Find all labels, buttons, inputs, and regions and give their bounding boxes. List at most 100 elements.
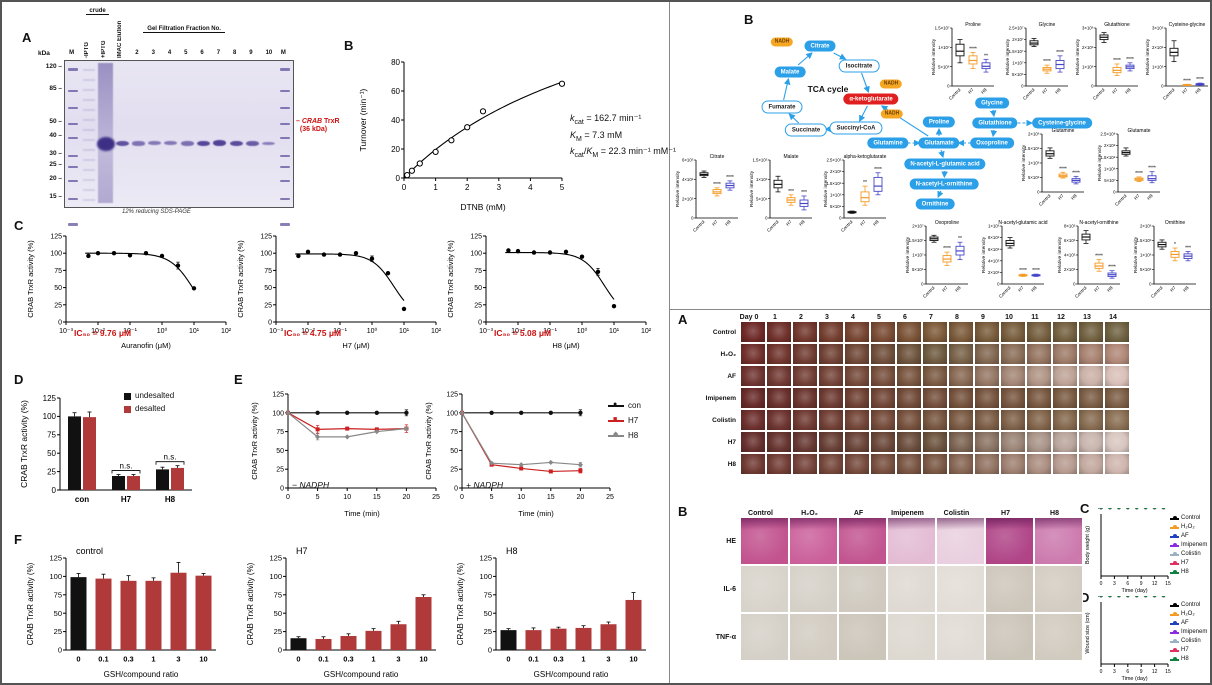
wound-day-header: 3 (825, 314, 829, 321)
svg-text:2×10⁸: 2×10⁸ (1104, 143, 1116, 148)
gel-label: IMAC Elution (117, 20, 123, 58)
svg-text:Relative intensity: Relative intensity (1057, 236, 1063, 273)
metabolite-node-glutathione: Glutathione (972, 117, 1018, 129)
svg-text:0: 0 (402, 183, 407, 192)
svg-text:H7: H7 (1133, 193, 1141, 201)
wound-photo (740, 431, 766, 453)
svg-text:H7: H7 (1017, 285, 1025, 293)
metabolite-node-proline: Proline (922, 116, 956, 128)
gel-label: crude (86, 8, 109, 15)
gel-label: 85 – (49, 84, 62, 92)
wound-photo (844, 453, 870, 475)
svg-text:1.5×10⁶: 1.5×10⁶ (1024, 146, 1039, 151)
svg-text:1×10⁶: 1×10⁶ (988, 224, 1000, 229)
wound-day-header: 8 (955, 314, 959, 321)
svg-text:1×10⁷: 1×10⁷ (938, 45, 950, 50)
gel-label: 15 – (49, 193, 62, 201)
gel-label: 40 – (49, 131, 62, 139)
boxplot-glutamate: Glutamate 2.5×10⁸ 2×10⁸ 1.5×10⁸ 1×10⁸ 5×10⁷ 0 R… (1096, 126, 1166, 225)
wound-photo (844, 365, 870, 387)
svg-text:20: 20 (577, 494, 585, 501)
gel-label: 25 – (49, 161, 62, 169)
wound-photo (1026, 343, 1052, 365)
svg-text:n.s.: n.s. (120, 462, 133, 471)
metabolite-node-nadh3: NADH (880, 109, 904, 119)
svg-text:0.3: 0.3 (553, 655, 563, 664)
svg-text:10¹: 10¹ (399, 328, 410, 335)
wound-photo (922, 343, 948, 365)
svg-text:Body weight (g): Body weight (g) (1085, 526, 1091, 564)
legend-item: Control (1170, 601, 1207, 610)
wound-photo (974, 453, 1000, 475)
histology-image (838, 565, 887, 613)
chart-svg: 0 25 50 75 100 125 0 0.1 0.3 1 3 10 CRAB TrxR activi… (26, 546, 216, 679)
svg-text:1.5×10⁵: 1.5×10⁵ (752, 158, 767, 163)
svg-text:2×10⁵: 2×10⁵ (1064, 267, 1076, 272)
svg-text:Control: Control (1114, 193, 1128, 207)
wound-photo (948, 321, 974, 343)
svg-text:1.5×10⁷: 1.5×10⁷ (909, 238, 924, 243)
gsh-chart-control: 0 25 50 75 100 125 0 0.1 0.3 1 3 10 CRAB TrxR activi… (24, 540, 234, 683)
svg-text:0: 0 (921, 282, 924, 287)
svg-text:1×10⁷: 1×10⁷ (1012, 60, 1024, 65)
svg-text:****: **** (1043, 59, 1051, 65)
svg-text:2×10⁵: 2×10⁵ (1152, 45, 1164, 50)
metabolite-node-akg: α-ketoglutarate (843, 93, 899, 105)
wound-photo (818, 343, 844, 365)
svg-text:125: 125 (50, 233, 62, 240)
svg-text:0.1: 0.1 (528, 655, 538, 664)
dose-response-h7: 0 25 50 75 100 125 10⁻³ 10⁻² 10⁻¹ 10⁰ 10¹ 10² CRAB T… (234, 228, 446, 355)
svg-text:0: 0 (997, 282, 1000, 287)
legend-item: ◆ H8 (608, 428, 641, 443)
svg-text:0: 0 (286, 494, 290, 501)
svg-text:6: 6 (1126, 669, 1129, 675)
svg-text:2.5×10⁸: 2.5×10⁸ (1100, 132, 1115, 137)
panel-label-d: D (14, 372, 24, 387)
wound-photo (922, 321, 948, 343)
wound-day-header: 10 (1005, 314, 1013, 321)
chart-svg: 0 25 50 75 100 125 10⁻³ 10⁻² 10⁻¹ 10⁰ 10¹ 10² CRAB T… (26, 233, 232, 350)
svg-text:50: 50 (264, 285, 272, 292)
svg-text:4×10⁵: 4×10⁵ (682, 177, 694, 182)
svg-text:0: 0 (76, 655, 80, 664)
svg-text:1×10⁶: 1×10⁶ (1028, 161, 1040, 166)
svg-text:****: **** (969, 46, 977, 52)
svg-text:2×10⁵: 2×10⁵ (682, 196, 694, 201)
svg-text:Control: Control (1022, 87, 1036, 101)
wound-row-label: H7 (727, 438, 736, 446)
svg-text:10⁻³: 10⁻³ (269, 328, 283, 335)
gel-label: M (69, 50, 75, 56)
gel-band-annotation: – CRAB TrxR (36 kDa) (296, 118, 340, 134)
svg-text:10⁻³: 10⁻³ (59, 328, 73, 335)
histology-column-header: Control (748, 510, 773, 517)
boxplot-glutamine: Glutamine 2×10⁶ 1.5×10⁶ 1×10⁶ 5×10⁵ 0 Relative… (1020, 126, 1090, 225)
svg-text:5×10⁵: 5×10⁵ (1028, 175, 1040, 180)
legend-item: Imipenem (1170, 541, 1207, 550)
wound-photo (870, 387, 896, 409)
svg-text:1×10⁵: 1×10⁵ (1152, 64, 1164, 69)
svg-text:10¹: 10¹ (609, 328, 620, 335)
boxplot-glutathione: Glutathione 3×10⁶ 2×10⁶ 1×10⁶ 0 Relative inte… (1074, 20, 1144, 119)
svg-text:Control: Control (692, 219, 706, 233)
legend-item: ● con (608, 398, 641, 413)
svg-text:0: 0 (506, 655, 510, 664)
svg-text:125: 125 (43, 394, 57, 403)
metabolite-node-fumarate: Fumarate (761, 100, 803, 114)
svg-text:2×10⁶: 2×10⁶ (1082, 45, 1094, 50)
svg-text:10: 10 (629, 655, 637, 664)
wound-photo (740, 453, 766, 475)
wound-row-label: Control (712, 328, 736, 336)
bodyweight-legend: Control H₂O₂ AF Imipenem Colistin H7 H8 (1170, 514, 1207, 577)
svg-text:2.5×10⁷: 2.5×10⁷ (1009, 26, 1024, 31)
chart-svg: 0 25 50 75 100 125 10⁻³ 10⁻² 10⁻¹ 10⁰ 10¹ 10² CRAB T… (236, 233, 442, 350)
svg-text:25: 25 (54, 627, 62, 636)
svg-text:1.5×10⁷: 1.5×10⁷ (1009, 49, 1024, 54)
gel-label: 5 (184, 50, 188, 56)
svg-text:H8: H8 (798, 219, 806, 227)
svg-text:Control: Control (1074, 285, 1088, 299)
tca-pathway-diagram: NADH Citrate Isocitrate NADH α-ketoglutarate… (752, 16, 1112, 230)
svg-text:1: 1 (433, 183, 438, 192)
svg-text:1: 1 (581, 655, 585, 664)
gel-label: M (280, 50, 286, 56)
svg-text:5×10⁶: 5×10⁶ (912, 267, 924, 272)
